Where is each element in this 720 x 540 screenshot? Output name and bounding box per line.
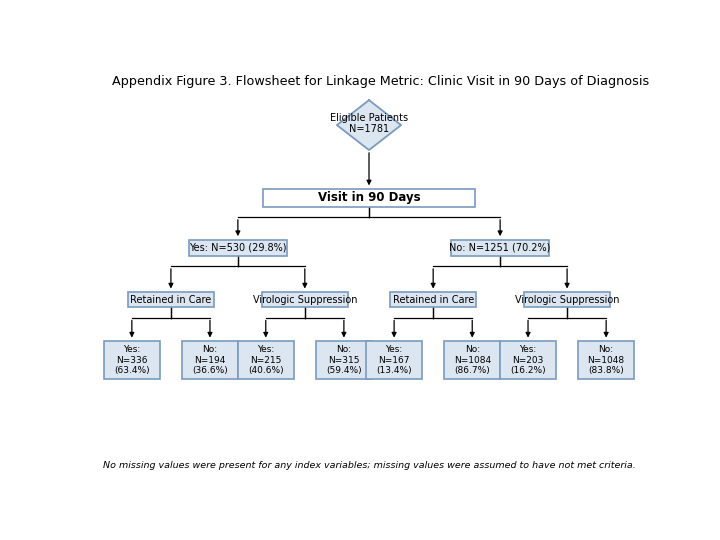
Text: Yes:
N=203
(16.2%): Yes: N=203 (16.2%) — [510, 345, 546, 375]
Text: No: N=1251 (70.2%): No: N=1251 (70.2%) — [449, 243, 551, 253]
Text: Appendix Figure 3. Flowsheet for Linkage Metric: Clinic Visit in 90 Days of Diag: Appendix Figure 3. Flowsheet for Linkage… — [112, 75, 649, 88]
FancyBboxPatch shape — [189, 240, 287, 255]
FancyBboxPatch shape — [182, 341, 238, 379]
FancyBboxPatch shape — [104, 341, 160, 379]
Text: Eligible Patients
N=1781: Eligible Patients N=1781 — [330, 113, 408, 134]
Text: Yes:
N=336
(63.4%): Yes: N=336 (63.4%) — [114, 345, 150, 375]
Text: Yes: N=530 (29.8%): Yes: N=530 (29.8%) — [189, 243, 287, 253]
FancyBboxPatch shape — [316, 341, 372, 379]
FancyBboxPatch shape — [261, 292, 348, 307]
Text: Retained in Care: Retained in Care — [392, 295, 474, 305]
Text: No missing values were present for any index variables; missing values were assu: No missing values were present for any i… — [103, 461, 635, 470]
Text: No:
N=1084
(86.7%): No: N=1084 (86.7%) — [454, 345, 491, 375]
FancyBboxPatch shape — [390, 292, 477, 307]
Text: Yes:
N=215
(40.6%): Yes: N=215 (40.6%) — [248, 345, 284, 375]
Polygon shape — [337, 100, 401, 150]
Text: Retained in Care: Retained in Care — [130, 295, 212, 305]
FancyBboxPatch shape — [451, 240, 549, 255]
Text: Yes:
N=167
(13.4%): Yes: N=167 (13.4%) — [377, 345, 412, 375]
FancyBboxPatch shape — [500, 341, 556, 379]
FancyBboxPatch shape — [444, 341, 500, 379]
FancyBboxPatch shape — [238, 341, 294, 379]
Text: No:
N=194
(36.6%): No: N=194 (36.6%) — [192, 345, 228, 375]
FancyBboxPatch shape — [366, 341, 422, 379]
FancyBboxPatch shape — [263, 189, 475, 207]
FancyBboxPatch shape — [127, 292, 214, 307]
Text: Virologic Suppression: Virologic Suppression — [515, 295, 619, 305]
Text: No:
N=1048
(83.8%): No: N=1048 (83.8%) — [588, 345, 625, 375]
Text: Visit in 90 Days: Visit in 90 Days — [318, 191, 420, 204]
Text: Virologic Suppression: Virologic Suppression — [253, 295, 357, 305]
FancyBboxPatch shape — [578, 341, 634, 379]
FancyBboxPatch shape — [524, 292, 611, 307]
Text: No:
N=315
(59.4%): No: N=315 (59.4%) — [326, 345, 361, 375]
